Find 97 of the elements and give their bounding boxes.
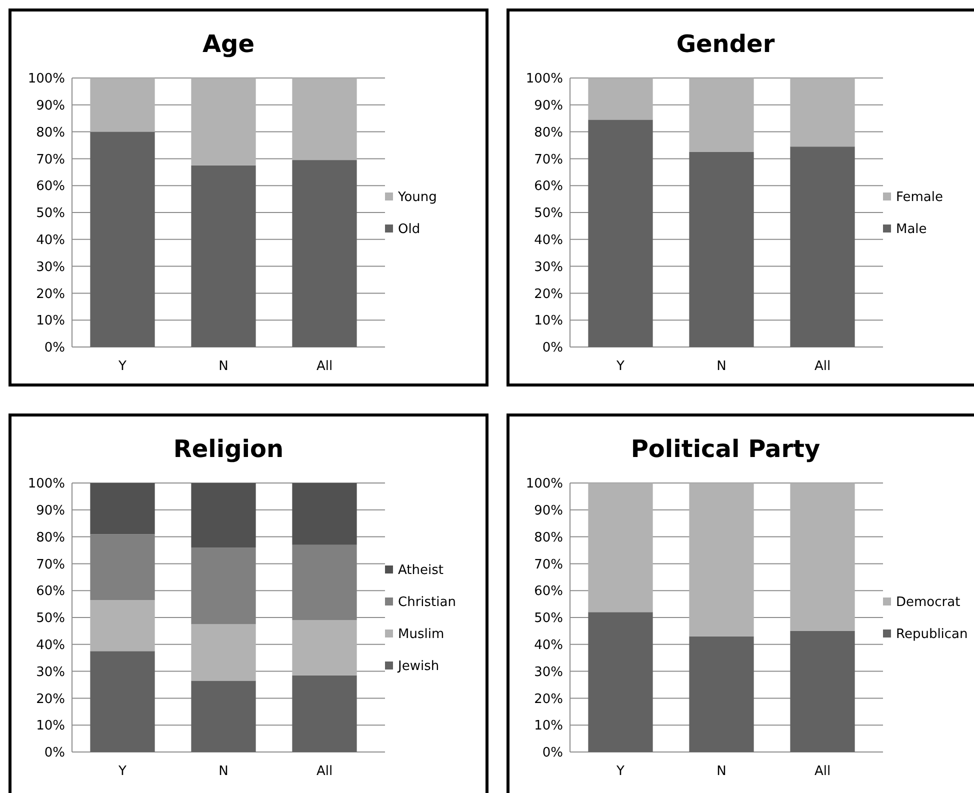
x-tick-label: Y <box>118 359 127 374</box>
y-tick-label: 60% <box>534 584 563 600</box>
y-tick-label: 20% <box>534 692 563 707</box>
bar <box>689 78 754 152</box>
legend-label: Atheist <box>398 563 444 578</box>
x-tick-label: N <box>218 764 228 779</box>
bar <box>90 651 155 752</box>
bar <box>191 78 256 166</box>
y-tick-label: 70% <box>36 557 65 572</box>
y-tick-label: 90% <box>534 98 563 114</box>
bar <box>191 624 256 681</box>
bar <box>191 165 256 347</box>
bar <box>588 120 653 347</box>
y-tick-label: 0% <box>542 340 563 356</box>
y-tick-label: 10% <box>534 314 563 329</box>
bar <box>588 612 653 752</box>
bar <box>790 630 855 752</box>
y-tick-label: 80% <box>534 530 563 546</box>
y-tick-label: 100% <box>526 72 563 87</box>
x-tick-label: N <box>218 359 228 374</box>
y-tick-label: 100% <box>526 476 563 492</box>
y-tick-label: 40% <box>36 232 65 248</box>
y-tick-label: 20% <box>36 692 65 707</box>
y-tick-label: 30% <box>36 664 65 680</box>
bar <box>689 636 754 752</box>
y-tick-label: 0% <box>44 340 65 356</box>
bar <box>90 600 155 652</box>
y-tick-label: 50% <box>36 206 65 222</box>
legend-label: Christian <box>398 595 456 610</box>
legend-label: Young <box>397 190 437 206</box>
bar <box>689 483 754 636</box>
y-tick-label: 10% <box>36 314 65 329</box>
y-tick-label: 40% <box>534 638 563 653</box>
x-tick-label: N <box>716 764 726 779</box>
bar <box>90 132 155 347</box>
y-tick-label: 0% <box>44 746 65 761</box>
y-tick-label: 90% <box>36 503 65 518</box>
y-tick-label: 70% <box>36 152 65 168</box>
y-tick-label: 30% <box>534 664 563 680</box>
chart-title: Political Party <box>630 435 821 463</box>
y-tick-label: 40% <box>534 232 563 248</box>
bar <box>90 483 155 534</box>
bar <box>588 483 653 612</box>
y-tick-label: 100% <box>28 72 65 87</box>
bar <box>790 483 855 631</box>
bar <box>292 483 357 545</box>
x-tick-label: All <box>814 764 831 779</box>
y-tick-label: 10% <box>36 718 65 734</box>
bar <box>689 152 754 347</box>
chart-title: Gender <box>676 30 775 58</box>
y-tick-label: 80% <box>36 530 65 546</box>
y-tick-label: 40% <box>36 638 65 653</box>
y-tick-label: 70% <box>534 152 563 168</box>
y-tick-label: 90% <box>36 98 65 114</box>
x-tick-label: All <box>814 359 831 374</box>
y-tick-label: 90% <box>534 503 563 518</box>
y-tick-label: 70% <box>534 557 563 572</box>
bar <box>790 78 855 147</box>
legend-label: Democrat <box>896 595 960 610</box>
y-tick-label: 80% <box>36 125 65 140</box>
y-tick-label: 0% <box>542 746 563 761</box>
legend-label: Jewish <box>397 659 440 674</box>
bar <box>191 483 256 548</box>
bar <box>90 78 155 132</box>
x-tick-label: All <box>316 764 333 779</box>
bar <box>292 78 357 160</box>
y-tick-label: 80% <box>534 125 563 140</box>
y-tick-label: 20% <box>534 286 563 302</box>
y-tick-label: 30% <box>36 260 65 275</box>
y-tick-label: 50% <box>534 206 563 222</box>
x-tick-label: N <box>716 359 726 374</box>
x-tick-label: Y <box>118 764 127 779</box>
bar <box>292 675 357 752</box>
bar <box>292 160 357 347</box>
chart-title: Religion <box>173 435 284 463</box>
y-tick-label: 60% <box>534 179 563 194</box>
y-tick-label: 30% <box>534 260 563 275</box>
y-tick-label: 50% <box>36 611 65 626</box>
y-tick-label: 60% <box>36 584 65 600</box>
bar <box>588 78 653 120</box>
x-tick-label: Y <box>616 764 625 779</box>
y-tick-label: 20% <box>36 286 65 302</box>
y-tick-label: 60% <box>36 179 65 194</box>
bar <box>790 146 855 347</box>
y-tick-label: 10% <box>534 718 563 734</box>
legend-label: Female <box>896 190 944 206</box>
x-tick-label: Y <box>616 359 625 374</box>
legend-label: Old <box>398 222 420 238</box>
legend-label: Muslim <box>398 627 444 642</box>
chart-title: Age <box>202 30 255 58</box>
legend-label: Male <box>896 222 927 238</box>
y-tick-label: 50% <box>534 611 563 626</box>
y-tick-label: 100% <box>28 476 65 492</box>
bar <box>191 680 256 752</box>
legend-label: Republican <box>896 627 968 642</box>
x-tick-label: All <box>316 359 333 374</box>
bar <box>292 620 357 676</box>
